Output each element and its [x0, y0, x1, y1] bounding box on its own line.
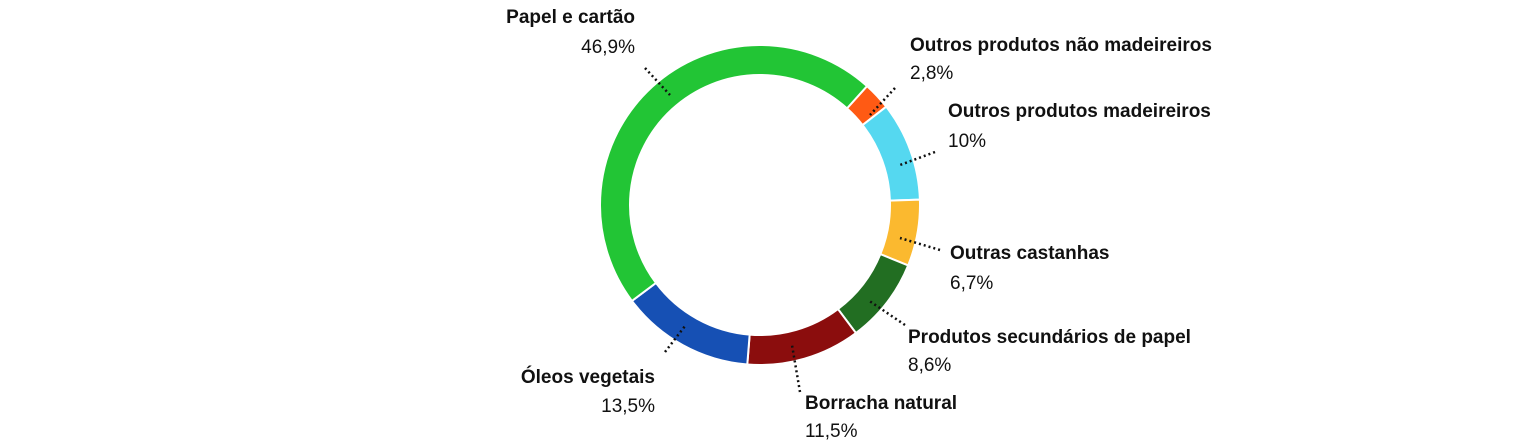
value-label: 6,7% [950, 273, 993, 294]
donut-segment [836, 252, 910, 335]
donut-segment [599, 44, 869, 303]
segment-label: Produtos secundários de papel [908, 327, 1191, 348]
segment-label: Borracha natural [805, 393, 957, 414]
value-label: 2,8% [910, 63, 953, 84]
leader-line [664, 325, 686, 353]
donut-segment [630, 281, 751, 366]
leader-line [899, 236, 941, 252]
segment-label: Outros produtos não madeireiros [910, 35, 1212, 56]
value-label: 11,5% [805, 421, 858, 442]
segment-label: Papel e cartão [506, 7, 635, 28]
segment-label: Outras castanhas [950, 243, 1109, 264]
leader-line [644, 67, 671, 96]
value-label: 46,9% [581, 37, 635, 58]
segment-label: Outros produtos madeireiros [948, 101, 1211, 122]
leader-line [899, 150, 936, 167]
leader-line [869, 87, 896, 116]
donut-segment [746, 307, 858, 366]
donut-segment [861, 105, 921, 202]
value-label: 13,5% [601, 396, 655, 417]
segment-label: Óleos vegetais [521, 366, 655, 388]
value-label: 8,6% [908, 355, 951, 376]
value-label: 10% [948, 131, 986, 152]
